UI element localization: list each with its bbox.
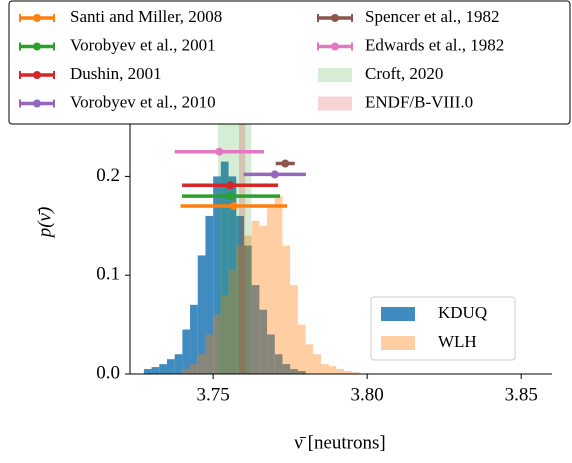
- legend-frame: [8, 0, 571, 125]
- histogram-bar: [282, 245, 291, 374]
- error-point: [227, 192, 236, 201]
- legend-marker: [33, 14, 41, 22]
- histogram-bar: [267, 206, 275, 374]
- error-point: [270, 170, 279, 179]
- histogram-bar: [159, 364, 167, 374]
- histogram-bar: [297, 324, 306, 374]
- histogram-bar: [228, 176, 237, 374]
- y-axis-label: p(ν̄): [34, 207, 55, 240]
- histogram-bar: [243, 245, 252, 374]
- plot-area: [143, 107, 360, 374]
- band: [239, 107, 246, 374]
- legend-marker: [33, 42, 41, 51]
- legend-swatch: [318, 68, 352, 82]
- histogram-bar: [151, 367, 160, 374]
- legend-marker: [331, 14, 339, 22]
- y-tick-label: 0.2: [96, 165, 120, 186]
- legend-label: WLH: [438, 332, 477, 351]
- error-point: [215, 147, 224, 156]
- histogram-bar: [236, 215, 244, 374]
- legend-label: Vorobyev et al., 2010: [70, 92, 216, 111]
- histogram-bar: [182, 369, 191, 374]
- histogram-bar: [267, 334, 275, 374]
- band: [218, 107, 252, 374]
- histogram-bar: [143, 369, 152, 374]
- legend-label: Spencer et al., 1982: [365, 7, 500, 26]
- histogram-bar: [174, 354, 183, 374]
- legend-label: Edwards et al., 1982: [365, 35, 504, 54]
- histogram-bar: [228, 270, 237, 374]
- histogram-bar: [336, 369, 345, 374]
- legend-label: Vorobyev et al., 2001: [70, 35, 216, 54]
- x-axis-label: ν̄ [neutrons]: [294, 432, 385, 453]
- histogram-bar: [213, 176, 221, 374]
- histogram-bar: [351, 372, 360, 374]
- histogram-bar: [220, 161, 229, 374]
- histogram-bar: [259, 309, 268, 374]
- histogram-bar: [213, 314, 221, 374]
- histogram-bar: [190, 364, 198, 374]
- histogram-bar: [236, 245, 244, 374]
- legend-top: Santi and Miller, 2008 Vorobyev et al., 2…: [8, 0, 571, 125]
- legend-marker: [33, 71, 41, 79]
- histogram-bar: [197, 255, 206, 374]
- histogram-bar: [251, 220, 260, 374]
- histogram-bar: [205, 215, 214, 374]
- legend-label: Croft, 2020: [365, 64, 443, 83]
- x-tick-label: 3.85: [505, 384, 538, 405]
- legend-marker: [331, 42, 339, 51]
- legend-label: ENDF/B-VIII.0: [365, 92, 473, 111]
- error-point: [281, 159, 290, 168]
- legend-label: KDUQ: [438, 303, 487, 322]
- y-tick-label: 0.1: [96, 264, 120, 285]
- error-point: [226, 181, 235, 190]
- legend-label: Santi and Miller, 2008: [70, 7, 222, 26]
- histogram-bar: [243, 235, 252, 374]
- histogram-bar: [282, 364, 291, 374]
- histogram-bar: [197, 354, 206, 374]
- legend-marker: [33, 99, 41, 108]
- legend-swatch: [381, 307, 415, 321]
- legend-label: Dushin, 2001: [70, 64, 162, 83]
- histogram-bar: [297, 371, 306, 374]
- legend-swatch: [381, 336, 415, 350]
- x-tick-label: 3.80: [351, 384, 384, 405]
- histogram-bar: [313, 354, 321, 374]
- histogram-bar: [274, 196, 283, 374]
- histogram-bar: [205, 334, 214, 374]
- histogram-bar: [259, 225, 268, 374]
- histogram-bar: [290, 285, 298, 374]
- error-point: [229, 202, 238, 211]
- legend-swatch: [318, 96, 352, 111]
- histogram-bar: [251, 285, 260, 374]
- histogram-bar: [190, 304, 198, 374]
- histogram-bar: [328, 366, 337, 374]
- y-tick-label: 0.0: [96, 362, 120, 383]
- histogram-bar: [182, 329, 191, 374]
- histogram-bar: [274, 354, 283, 374]
- legend-hist: KDUQ WLH: [370, 296, 516, 361]
- histogram-bar: [166, 359, 175, 374]
- x-tick-label: 3.75: [197, 384, 230, 405]
- histogram-bar: [220, 294, 229, 374]
- histogram-bar: [305, 344, 314, 374]
- histogram-bar: [320, 364, 329, 374]
- histogram-bar: [344, 371, 352, 374]
- histogram-bar: [290, 369, 298, 374]
